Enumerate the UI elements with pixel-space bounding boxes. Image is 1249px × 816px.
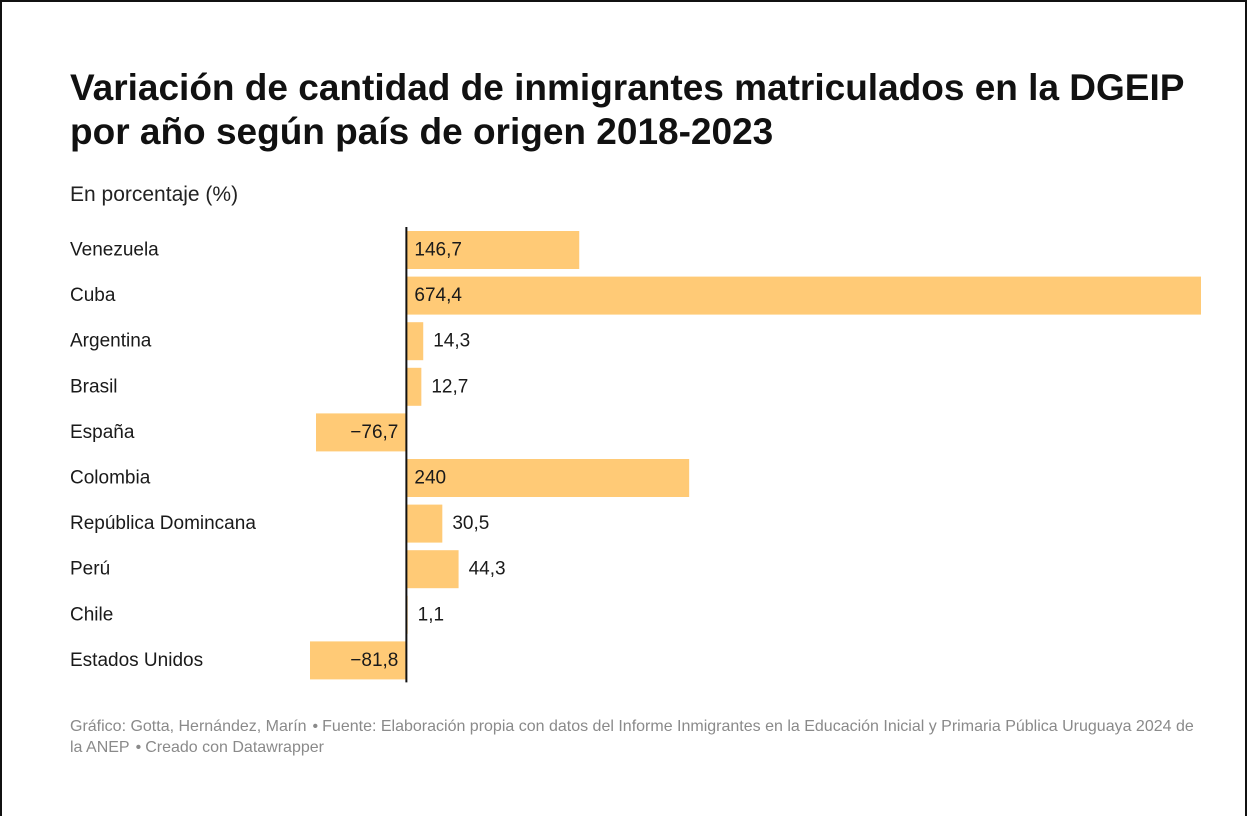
bar (406, 504, 443, 543)
category-label: España (70, 422, 135, 443)
footer-separator: • (135, 739, 142, 756)
bar (316, 413, 407, 452)
chart-footer: Gráfico: Gotta, Hernández, Marín • Fuente:… (70, 716, 1210, 758)
category-label: Cuba (70, 285, 116, 306)
category-label: República Domincana (70, 513, 256, 534)
value-label: 146,7 (414, 240, 462, 261)
bar-chart: Venezuela 146,7 Cuba 674,4 Argentina 14,3 Bras… (70, 227, 1201, 683)
category-label: Venezuela (70, 240, 159, 261)
category-label: Chile (70, 604, 113, 625)
category-label: Colombia (70, 468, 151, 489)
value-label: 14,3 (433, 331, 470, 352)
value-label: 1,1 (418, 604, 444, 625)
value-label: 240 (414, 468, 446, 489)
category-label: Estados Unidos (70, 650, 203, 671)
bar (406, 367, 422, 406)
chart-subtitle: En porcentaje (%) (70, 183, 239, 206)
value-label: 12,7 (431, 376, 468, 397)
category-label: Perú (70, 559, 110, 580)
value-label: −76,7 (350, 422, 398, 443)
footer-created-with: Creado con Datawrapper (145, 739, 324, 756)
category-label: Brasil (70, 376, 118, 397)
value-label: −81,8 (350, 650, 398, 671)
value-label: 674,4 (414, 285, 462, 306)
bar (406, 550, 459, 589)
bar (406, 459, 690, 497)
footer-source: Fuente: Elaboración propia con datos del… (70, 718, 1194, 756)
bar (406, 322, 424, 361)
footer-separator: • (312, 718, 319, 735)
bar (310, 641, 407, 680)
bar (406, 276, 1201, 315)
footer-graphic-credit: Gráfico: Gotta, Hernández, Marín (70, 718, 307, 735)
value-label: 30,5 (452, 513, 489, 534)
bar (406, 231, 580, 269)
value-label: 44,3 (469, 559, 506, 580)
category-label: Argentina (70, 331, 152, 352)
chart-title: Variación de cantidad de inmigrantes mat… (70, 67, 1184, 152)
